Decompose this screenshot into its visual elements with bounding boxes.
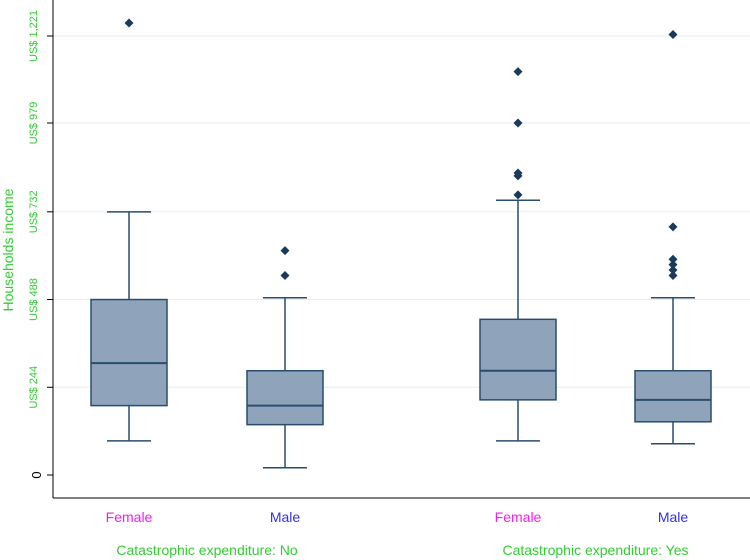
outlier-point [668,222,678,232]
x-category-labels: Female Male Female Male [106,509,689,525]
outlier-point [668,270,678,280]
box-1 [90,18,168,442]
outlier-point [513,168,523,178]
outlier-point [513,118,523,128]
x-category-label: Male [270,509,301,525]
iqr-box [479,318,557,401]
y-axis-title: Households income [0,188,16,311]
group-label: Catastrophic expenditure: No [116,542,298,558]
iqr-box [246,369,324,426]
box-4 [634,30,712,445]
x-category-label: Female [106,509,153,525]
y-tick-label: US$ 979 [28,102,40,145]
boxes [90,18,712,469]
outlier-point [668,30,678,40]
x-category-label: Female [495,509,542,525]
outlier-point [280,246,290,256]
box-2 [246,246,324,469]
x-category-label: Male [658,509,689,525]
y-tick-label: US$ 244 [28,366,40,409]
iqr-box [90,298,168,407]
y-tick-label: US$ 1,221 [28,10,40,62]
y-tick-label: US$ 488 [28,278,40,321]
box-3 [479,67,557,442]
y-tick-label: 0 [29,471,44,478]
outlier-point [280,270,290,280]
iqr-box [634,369,712,423]
gridlines [53,35,750,388]
outlier-point [668,254,678,264]
group-label: Catastrophic expenditure: Yes [502,542,688,558]
outlier-point [513,67,523,77]
y-tick-label: US$ 732 [28,190,40,233]
outlier-point [668,265,678,275]
outlier-point [124,18,134,28]
group-labels: Catastrophic expenditure: No Catastrophic… [116,542,688,558]
outlier-point [668,260,678,270]
outlier-point [513,190,523,200]
y-ticks: 0 US$ 244 US$ 488 US$ 732 US$ 979 US$ 1,221 [28,10,53,479]
